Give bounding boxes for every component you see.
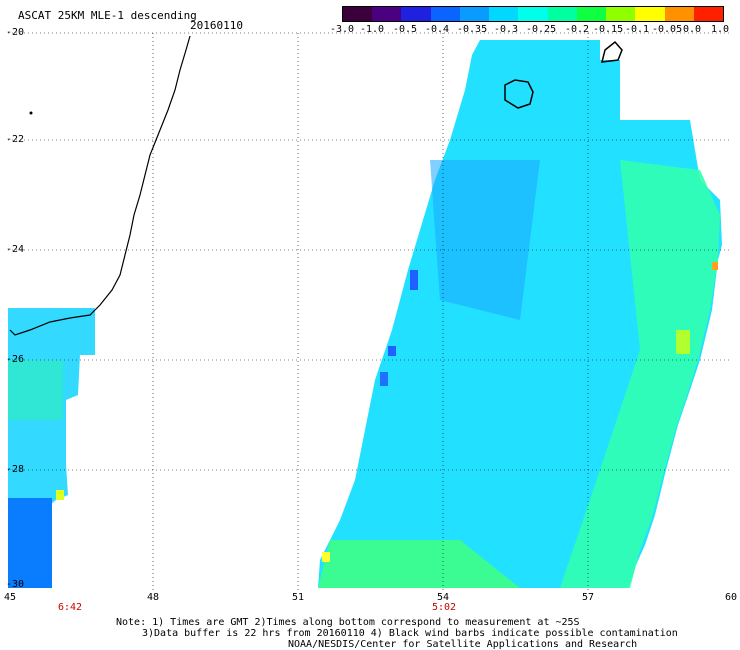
- swath-right-yellow-sw: [322, 552, 330, 562]
- colorbar-seg: [664, 7, 694, 21]
- x-label: 45: [4, 592, 17, 603]
- x-label: 51: [292, 592, 305, 603]
- colorbar: [342, 6, 724, 22]
- swath-right-blue-dot3: [410, 270, 418, 290]
- grid-lines: [8, 32, 732, 590]
- swath-right-green-east: [560, 160, 720, 588]
- colorbar-seg: [518, 7, 548, 21]
- swath-left-patch: [8, 498, 52, 588]
- note-line-3: NOAA/NESDIS/Center for Satellite Applica…: [288, 639, 638, 650]
- y-label: -28: [6, 464, 25, 475]
- madagascar-coastline: [9, 35, 191, 336]
- colorbar-tick: -0.05: [652, 24, 683, 35]
- x-label: 60: [725, 592, 738, 603]
- note-line-1: Note: 1) Times are GMT 2)Times along bot…: [116, 617, 580, 628]
- swath-right-orange: [712, 262, 718, 270]
- swath-right-blue-mid: [430, 160, 540, 320]
- island-mauritius: [601, 40, 623, 63]
- swath-right-blue-dot: [388, 346, 396, 356]
- colorbar-tick: 0.0: [683, 24, 702, 35]
- y-label: -20: [6, 27, 25, 38]
- colorbar-seg: [401, 7, 431, 21]
- colorbar-tick: -1.0: [360, 24, 385, 35]
- chart-date: 20160110: [190, 19, 243, 32]
- x-label: 54: [437, 592, 450, 603]
- x-label: 48: [147, 592, 160, 603]
- colorbar-seg: [372, 7, 402, 21]
- y-label: -24: [6, 244, 25, 255]
- swath-left-green: [8, 360, 63, 420]
- colorbar-tick: -0.35: [457, 24, 488, 35]
- colorbar-seg: [489, 7, 519, 21]
- swath-right-yellow: [676, 330, 690, 354]
- y-label: -26: [6, 354, 25, 365]
- colorbar-seg: [635, 7, 665, 21]
- colorbar-tick: -3.0: [330, 24, 355, 35]
- island-dot: [29, 111, 33, 115]
- colorbar-tick: -0.1: [625, 24, 650, 35]
- x-label: 57: [582, 592, 595, 603]
- y-label: -22: [6, 134, 25, 145]
- colorbar-tick: -0.2: [565, 24, 590, 35]
- y-label: -30: [6, 579, 25, 590]
- colorbar-seg: [459, 7, 490, 21]
- colorbar-seg: [343, 7, 373, 21]
- colorbar-tick: 1.0: [711, 24, 730, 35]
- note-line-2: 3)Data buffer is 22 hrs from 20160110 4)…: [142, 628, 678, 639]
- colorbar-tick: -0.25: [526, 24, 557, 35]
- swath-right-green-south: [318, 540, 520, 588]
- chart-title: ASCAT 25KM MLE-1 descending: [18, 9, 197, 22]
- colorbar-seg: [693, 7, 724, 21]
- colorbar-seg: [576, 7, 607, 21]
- pass-time: 5:02: [432, 602, 457, 613]
- colorbar-tick: -0.3: [494, 24, 519, 35]
- colorbar-tick: -0.15: [593, 24, 624, 35]
- colorbar-seg: [430, 7, 460, 21]
- pass-time: 6:42: [58, 602, 83, 613]
- colorbar-seg: [547, 7, 577, 21]
- swath-right-blue-dot2: [380, 372, 388, 386]
- swath-left-yellow: [56, 490, 64, 500]
- colorbar-tick: -0.4: [425, 24, 450, 35]
- colorbar-seg: [606, 7, 636, 21]
- colorbar-tick: -0.5: [393, 24, 418, 35]
- island-reunion: [504, 79, 534, 109]
